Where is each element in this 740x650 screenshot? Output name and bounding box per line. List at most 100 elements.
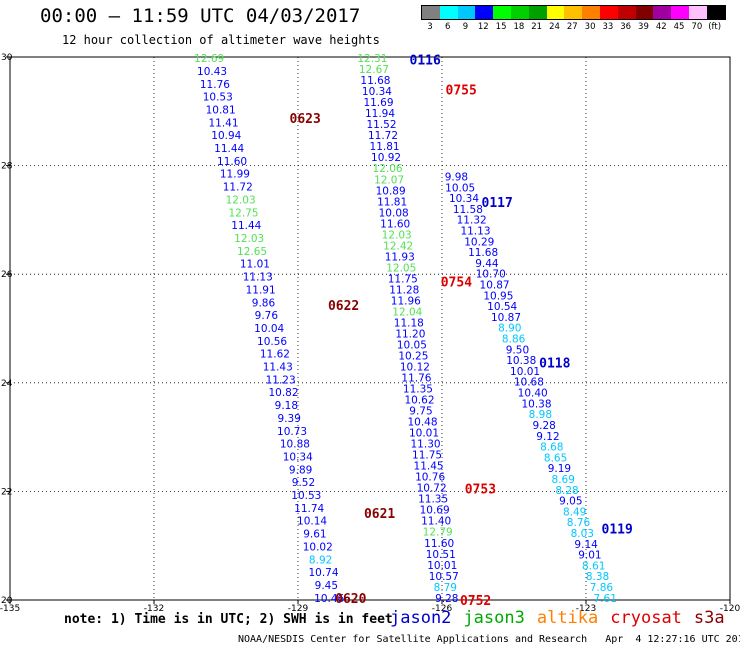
swh-value: 10.34 (449, 193, 479, 205)
swh-value: 11.01 (240, 259, 270, 271)
swh-value: 10.34 (283, 451, 313, 463)
y-tick-label: 30 (1, 53, 13, 63)
swh-value: 10.08 (379, 207, 409, 219)
swh-value: 10.05 (445, 182, 475, 194)
pass-label: 0622 (328, 299, 359, 314)
legend-swatch (599, 6, 618, 19)
swh-value: 7.86 (590, 582, 614, 594)
legend-swatch (510, 6, 529, 19)
satellite-legend-item: cryosat (610, 608, 682, 628)
swh-value: 10.54 (487, 301, 517, 313)
swh-value: 10.40 (518, 388, 548, 400)
x-tick-label: -132 (144, 604, 164, 614)
y-tick-label: 20 (1, 596, 13, 606)
swh-value: 11.52 (366, 119, 396, 131)
swh-value: 8.03 (571, 528, 594, 540)
swh-value: 10.29 (464, 236, 494, 248)
swh-value: 11.94 (365, 108, 395, 120)
swh-value: 8.61 (582, 560, 605, 572)
legend-bin-label: 6 (444, 22, 451, 32)
swh-value: 12.05 (386, 262, 416, 274)
swh-value: 11.30 (411, 439, 441, 451)
swh-value: 11.58 (453, 204, 483, 216)
swh-value: 10.46 (314, 593, 344, 605)
swh-value: 10.01 (427, 560, 457, 572)
swh-value: 11.18 (394, 317, 424, 329)
swh-value: 9.75 (409, 406, 432, 418)
legend-swatch (617, 6, 636, 19)
legend-swatch (475, 6, 494, 19)
swh-value: 9.28 (435, 593, 458, 605)
swh-value: 11.91 (246, 284, 276, 296)
satellite-legend-item: s3a (693, 608, 725, 628)
swh-value: 11.62 (260, 349, 290, 361)
footer-note: note: 1) Time is in UTC; 2) SWH is in fe… (64, 612, 393, 627)
swh-value: 12.03 (382, 229, 412, 241)
swh-value: 11.99 (220, 169, 250, 181)
swh-value: 11.96 (391, 295, 421, 307)
swh-value: 8.38 (586, 571, 609, 583)
x-tick-label: -123 (576, 604, 596, 614)
swh-value: 9.14 (574, 539, 598, 551)
swh-value: 11.68 (468, 247, 498, 259)
swh-value: 12.04 (392, 306, 422, 318)
legend-swatch (439, 6, 458, 19)
swh-value: 10.53 (203, 92, 233, 104)
pass-label: 0620 (335, 592, 366, 607)
credit-line: NOAA/NESDIS Center for Satellite Applica… (238, 634, 740, 645)
pass-label: 0753 (465, 483, 496, 498)
y-tick-label: 24 (1, 379, 13, 389)
swh-value: 10.76 (415, 472, 445, 484)
legend-swatch (635, 6, 654, 19)
legend-bin-label: 70 (691, 22, 703, 32)
legend-swatch (688, 6, 707, 19)
pass-label: 0117 (482, 196, 513, 211)
legend-bin-label: 33 (602, 22, 614, 32)
swh-value: 11.75 (412, 450, 442, 462)
swh-value: 11.32 (457, 215, 487, 227)
swh-value: 10.74 (308, 567, 338, 579)
swh-value: 9.01 (578, 550, 601, 562)
swh-value: 11.81 (377, 196, 407, 208)
swh-value: 7.61 (594, 593, 617, 605)
swh-value: 11.35 (403, 384, 433, 396)
swh-value: 12.75 (228, 207, 258, 219)
swh-value: 11.60 (380, 218, 410, 230)
swh-value: 10.87 (480, 280, 510, 292)
swh-value: 9.89 (289, 464, 312, 476)
swh-value: 12.67 (359, 64, 389, 76)
legend-bin-label: 12 (477, 22, 489, 32)
swh-value: 12.06 (373, 163, 403, 175)
swh-value: 11.44 (214, 143, 244, 155)
swh-value: 10.62 (404, 395, 434, 407)
swh-value: 12.31 (357, 53, 387, 65)
swh-value: 10.38 (521, 398, 551, 410)
swh-value: 9.28 (532, 420, 555, 432)
swh-value: 10.68 (514, 377, 544, 389)
swh-value: 8.90 (498, 323, 521, 335)
swh-value: 9.98 (445, 171, 468, 183)
swh-value: 10.94 (211, 130, 241, 142)
swh-value: 11.60 (424, 538, 454, 550)
swh-value: 9.45 (315, 580, 338, 592)
swh-value: 10.88 (280, 439, 310, 451)
swh-value: 9.86 (252, 297, 276, 309)
swh-value: 8.28 (555, 485, 578, 497)
swh-value: 10.04 (254, 323, 284, 335)
swh-value: 12.79 (423, 527, 453, 539)
pass-label: 0754 (441, 275, 472, 290)
swh-value: 10.92 (371, 152, 401, 164)
plot-frame (9, 56, 731, 601)
satellite-legend-item: altika (536, 608, 599, 628)
chart-subtitle: 12 hour collection of altimeter wave hei… (62, 33, 380, 47)
swh-value: 10.25 (398, 350, 428, 362)
swh-value: 8.86 (502, 334, 526, 346)
swh-value: 8.98 (529, 409, 552, 421)
swh-value: 9.52 (292, 477, 315, 489)
swh-value: 10.70 (476, 269, 506, 281)
legend-bin-label: 18 (513, 22, 525, 32)
swh-value: 11.60 (217, 156, 247, 168)
legend-bin-label: 3 (427, 22, 433, 32)
swh-value: 10.69 (420, 505, 450, 517)
pass-label: 0119 (602, 522, 633, 537)
